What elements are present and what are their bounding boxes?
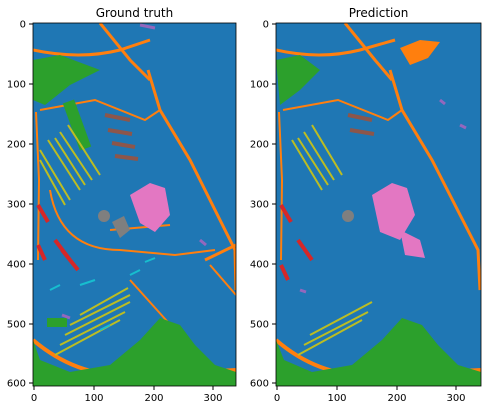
brown-region [104, 113, 139, 161]
road [204, 243, 236, 262]
ground-truth-y-axis: 0 100 200 300 400 500 600 [7, 20, 33, 390]
y-tick-label: 400 [7, 260, 26, 271]
green-field [47, 318, 67, 327]
prediction-y-axis: 0 100 200 300 400 500 600 [250, 20, 276, 390]
x-tick-label: 0 [31, 393, 37, 404]
y-tick-label: 300 [7, 200, 26, 211]
road [49, 189, 216, 257]
road [278, 111, 284, 261]
green-field [62, 99, 92, 151]
orange-blob [400, 40, 440, 65]
prediction-x-axis: 0 100 200 300 [274, 386, 466, 404]
cyan-region [49, 257, 156, 331]
green-field [276, 318, 481, 386]
ground-truth-title: Ground truth [96, 6, 174, 20]
prediction-panel: Prediction 0 100 [250, 6, 482, 404]
pink-region [130, 183, 170, 232]
olive-rows [291, 124, 343, 191]
grey-region [342, 210, 354, 222]
olive-rows [297, 301, 373, 356]
y-tick-label: 100 [7, 80, 26, 91]
red-region [36, 203, 80, 272]
prediction-title: Prediction [349, 6, 409, 20]
road [343, 23, 394, 81]
road [388, 69, 481, 291]
pink-region [400, 230, 425, 258]
green-field [33, 318, 236, 386]
y-tick-label: 0 [263, 20, 269, 31]
x-tick-label: 200 [387, 393, 406, 404]
brown-region [347, 113, 375, 136]
olive-rows [39, 124, 101, 206]
ground-truth-x-axis: 0 100 200 300 [31, 386, 223, 404]
x-tick-label: 100 [327, 393, 346, 404]
road [35, 111, 41, 261]
y-tick-label: 400 [250, 260, 269, 271]
green-field [33, 55, 100, 105]
y-tick-label: 200 [7, 140, 26, 151]
road [209, 264, 236, 296]
x-tick-label: 0 [274, 393, 280, 404]
purple-region [299, 98, 467, 294]
purple-region [61, 23, 207, 320]
ground-truth-panel: Ground truth [7, 6, 237, 404]
road [146, 69, 236, 291]
y-tick-label: 100 [250, 80, 269, 91]
x-tick-label: 100 [84, 393, 103, 404]
y-tick-label: 600 [250, 379, 269, 390]
y-tick-label: 600 [7, 379, 26, 390]
x-tick-label: 300 [446, 393, 465, 404]
road [276, 38, 396, 57]
y-tick-label: 500 [7, 320, 26, 331]
y-tick-label: 300 [250, 200, 269, 211]
x-tick-label: 200 [144, 393, 163, 404]
y-tick-label: 200 [250, 140, 269, 151]
grey-region [98, 210, 110, 222]
y-tick-label: 500 [250, 320, 269, 331]
olive-rows [54, 287, 131, 356]
green-field [276, 55, 320, 105]
grey-region [112, 216, 130, 238]
red-region [279, 203, 314, 281]
prediction-map [276, 23, 481, 386]
ground-truth-map [33, 23, 236, 386]
road [33, 38, 151, 57]
x-tick-label: 300 [203, 393, 222, 404]
y-tick-label: 0 [20, 20, 26, 31]
pink-region [372, 183, 415, 240]
road [282, 98, 403, 122]
road [98, 23, 152, 82]
